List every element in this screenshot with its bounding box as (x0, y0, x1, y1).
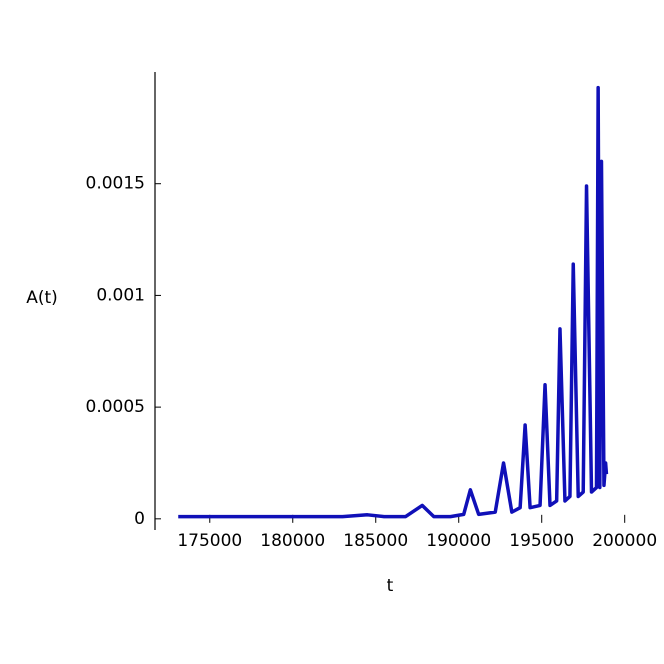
y-tick-label: 0.001 (96, 285, 145, 305)
y-axis-label: A(t) (26, 288, 58, 308)
x-tick-label: 190000 (426, 531, 491, 551)
y-tick-label: 0.0005 (86, 397, 145, 417)
y-tick-label: 0.0015 (86, 174, 145, 194)
y-tick-label: 0 (134, 509, 145, 529)
data-line (178, 85, 609, 519)
x-tick-label: 185000 (343, 531, 408, 551)
x-tick-label: 180000 (260, 531, 325, 551)
x-tick-label: 175000 (177, 531, 242, 551)
x-tick-label: 195000 (509, 531, 574, 551)
x-tick-label: 200000 (592, 531, 657, 551)
x-axis-label: t (387, 576, 394, 596)
